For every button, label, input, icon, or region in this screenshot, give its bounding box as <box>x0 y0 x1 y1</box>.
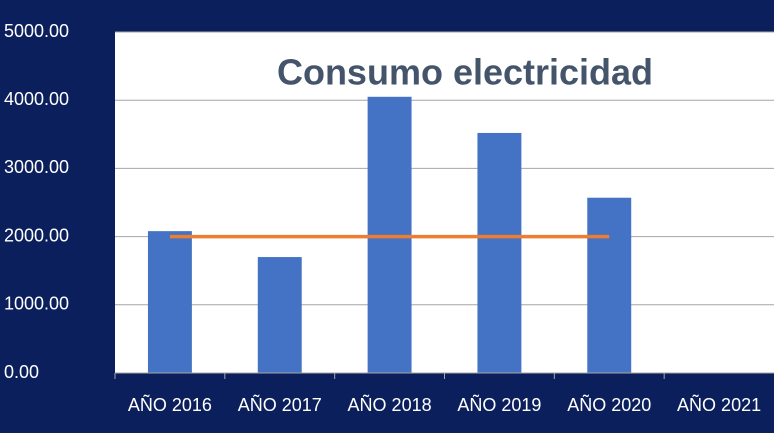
y-tick-label: 4000.00 <box>4 89 69 109</box>
x-tick-label: AÑO 2016 <box>128 394 212 415</box>
chart-title: Consumo electricidad <box>277 52 653 93</box>
x-tick-label: AÑO 2017 <box>238 394 322 415</box>
bar <box>587 197 632 373</box>
y-tick-label: 1000.00 <box>4 294 69 314</box>
x-tick-label: AÑO 2021 <box>677 394 761 415</box>
x-tick-label: AÑO 2018 <box>348 394 432 415</box>
y-tick-label: 5000.00 <box>4 21 69 41</box>
x-tick-label: AÑO 2019 <box>457 394 541 415</box>
bar <box>257 257 302 373</box>
y-tick-label: 2000.00 <box>4 225 69 245</box>
plot-area <box>115 32 774 373</box>
bar <box>477 132 522 373</box>
x-tick-label: AÑO 2020 <box>567 394 651 415</box>
bar <box>147 231 192 373</box>
y-tick-label: 3000.00 <box>4 157 69 177</box>
y-tick-label: 0.00 <box>4 362 39 382</box>
